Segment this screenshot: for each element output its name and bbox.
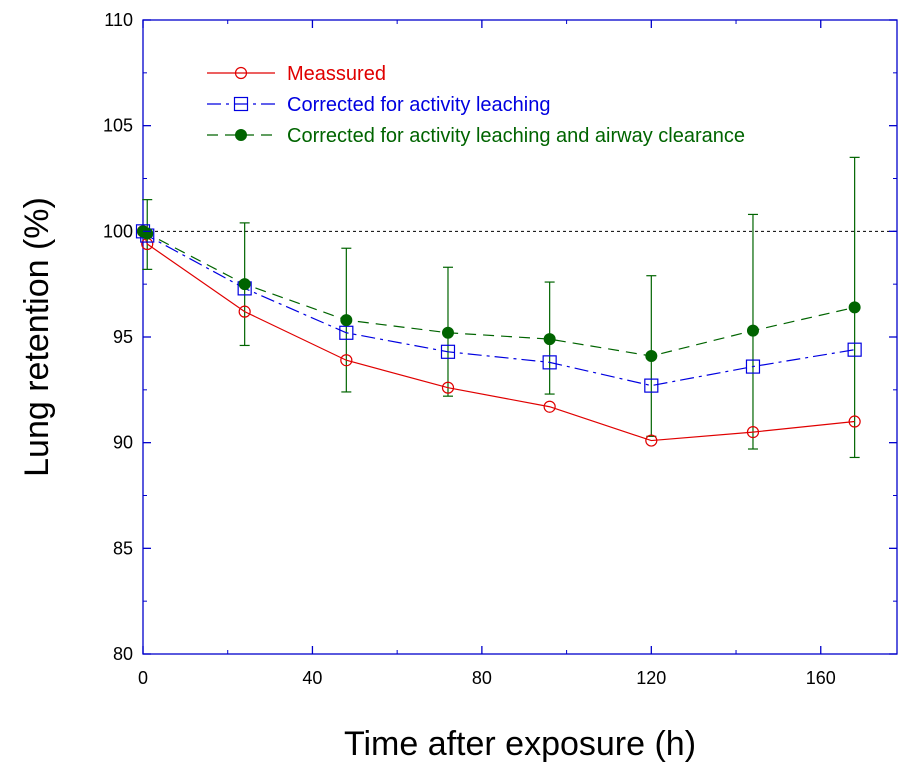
series-1-point [645,434,658,447]
x-tick-label: 120 [636,668,666,688]
x-tick-label: 40 [302,668,322,688]
series-1-point [238,305,251,318]
series-3-point [746,324,759,337]
series-2-point [644,378,659,393]
legend-label-1: Meassured [287,63,386,85]
series-1-point [441,381,455,394]
error-bars-layer [142,156,860,459]
series-1-point [340,354,353,367]
series-2-point [440,344,456,359]
series-3-point [340,314,353,327]
legend-marker-1 [234,66,248,80]
series-2-point [542,355,557,370]
legend-label-2: Corrected for activity leaching [287,94,550,116]
series-1-point [746,426,760,439]
y-tick-label: 95 [113,327,133,347]
series-3-point [543,333,556,346]
x-tick-label: 80 [472,668,492,688]
series-3-point [848,301,861,314]
series-3-point [238,278,251,291]
markers-layer [135,224,862,447]
y-tick-label: 90 [113,433,133,453]
series-lines-layer [142,230,855,442]
series-line-1 [142,231,855,442]
series-line-2 [142,230,855,387]
y-tick-label: 80 [113,644,133,664]
legend: Meassured Corrected for activity leaching… [207,63,745,147]
y-axis-title: Lung retention (%) [18,197,56,477]
x-tick-label: 0 [138,668,148,688]
x-axis-title: Time after exposure (h) [344,725,696,763]
y-tick-label: 100 [103,221,133,241]
series-1-point [543,400,556,413]
x-tick-label: 160 [806,668,836,688]
series-2-point [745,359,761,374]
series-2-point [339,325,354,340]
series-line-3 [142,230,855,357]
series-3-point [645,350,658,363]
series-1-point [848,415,861,428]
legend-marker-3 [235,129,247,141]
y-tick-label: 110 [104,10,133,30]
y-tick-label: 105 [103,116,133,136]
series-2-point [847,342,862,357]
series-3-point [441,326,454,339]
legend-marker-2 [233,96,249,112]
series-3-point [141,227,154,240]
ticks-layer: 0 40 80 120 160 80 85 90 95 100 105 110 [103,10,897,688]
legend-label-3: Corrected for activity leaching and airw… [287,125,745,147]
y-tick-label: 85 [113,538,133,558]
